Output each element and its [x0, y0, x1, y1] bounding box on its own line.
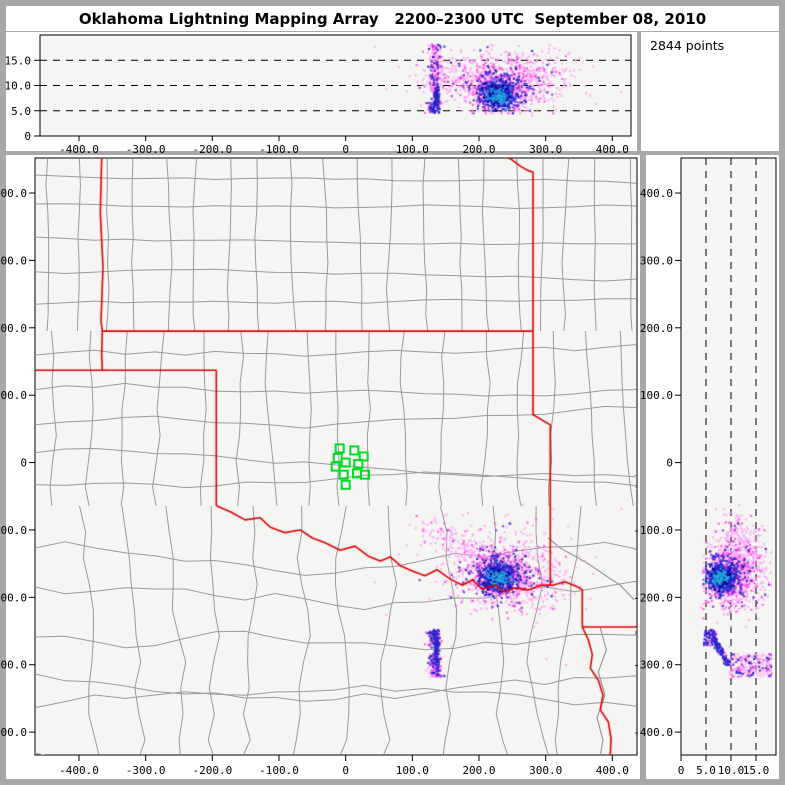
axis-tick-label: 200.0 — [0, 322, 27, 335]
axis-tick-label: 0 — [666, 457, 673, 470]
axis-tick-label: 0 — [342, 764, 349, 777]
axis-tick-label: -400.0 — [633, 726, 673, 739]
axis-tick-label: -200.0 — [0, 591, 27, 604]
axis-tick-label: -300.0 — [0, 659, 27, 672]
axis-tick-label: 0 — [20, 457, 27, 470]
axis-tick-label: 0 — [24, 130, 31, 143]
axis-tick-label: 5.0 — [696, 764, 716, 777]
axis-tick-label: -300.0 — [126, 143, 166, 156]
axis-tick-label: -300.0 — [126, 764, 166, 777]
axis-tick-label: 100.0 — [396, 143, 429, 156]
axis-tick-label: 10.0 — [5, 80, 32, 93]
axis-tick-label: 15.0 — [743, 764, 770, 777]
axis-tick-label: -100.0 — [259, 143, 299, 156]
axis-tick-label: -100.0 — [259, 764, 299, 777]
axis-tick-label: 100.0 — [0, 389, 27, 402]
axis-tick-label: 400.0 — [640, 187, 673, 200]
axis-tick-label: 200.0 — [462, 143, 495, 156]
axis-tick-label: 200.0 — [640, 322, 673, 335]
axis-tick-label: 300.0 — [640, 254, 673, 267]
axis-tick-label: 5.0 — [11, 105, 31, 118]
ew-plot-area[interactable] — [39, 34, 632, 137]
axis-tick-label: 15.0 — [5, 54, 32, 67]
axis-tick-label: 100.0 — [396, 764, 429, 777]
axis-tick-label: 400.0 — [0, 187, 27, 200]
axis-tick-label: -400.0 — [59, 764, 99, 777]
axis-tick-label: 10.0 — [718, 764, 745, 777]
axis-tick-label: -400.0 — [59, 143, 99, 156]
axis-tick-label: 300.0 — [529, 764, 562, 777]
ns-plot-area[interactable] — [680, 157, 777, 756]
axis-tick-label: 300.0 — [529, 143, 562, 156]
axis-tick-label: 400.0 — [596, 764, 629, 777]
axis-tick-label: -300.0 — [633, 659, 673, 672]
axis-tick-label: 0 — [678, 764, 685, 777]
axis-tick-label: -100.0 — [0, 524, 27, 537]
axis-tick-label: -200.0 — [633, 591, 673, 604]
axis-tick-label: -200.0 — [192, 764, 232, 777]
axis-tick-label: 300.0 — [0, 254, 27, 267]
map-plot-area[interactable] — [34, 157, 638, 756]
axis-tick-label: -400.0 — [0, 726, 27, 739]
axis-tick-label: -100.0 — [633, 524, 673, 537]
axis-tick-label: 400.0 — [596, 143, 629, 156]
axis-tick-label: -200.0 — [192, 143, 232, 156]
axis-tick-label: 100.0 — [640, 389, 673, 402]
axis-tick-label: 0 — [342, 143, 349, 156]
axis-tick-label: 200.0 — [462, 764, 495, 777]
